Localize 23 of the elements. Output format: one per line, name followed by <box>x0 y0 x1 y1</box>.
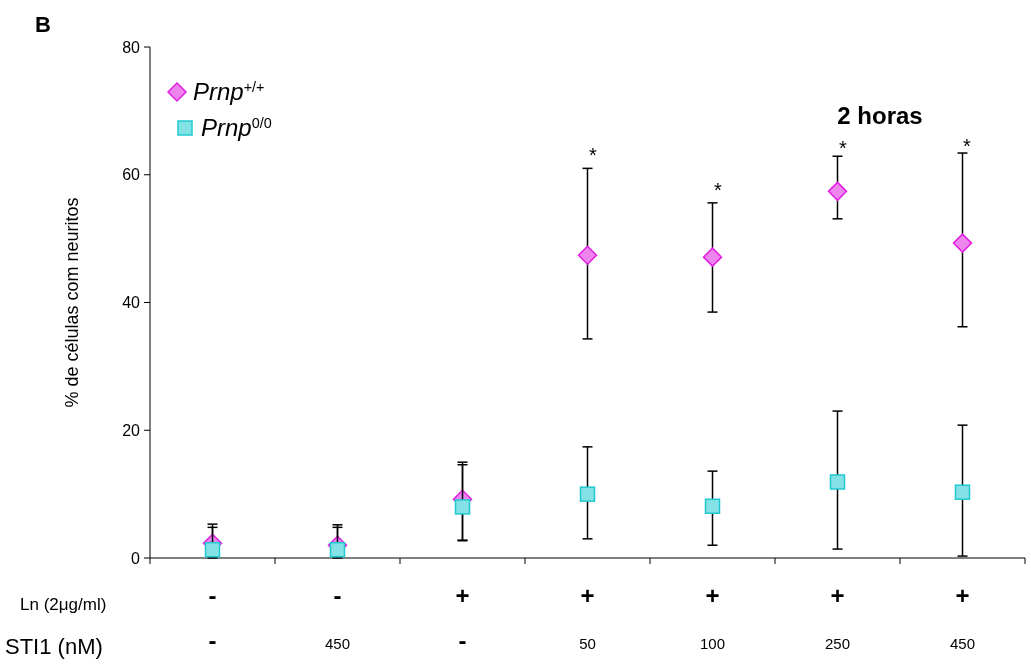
x-tick-label: + 100 <box>699 582 726 652</box>
x-tick-label: + - <box>455 582 470 654</box>
annotation: * <box>839 137 848 159</box>
x-tick-label: - 450 <box>324 582 351 652</box>
text: STI1 (nM) <box>5 633 103 659</box>
y-tick-label: 60 <box>122 166 141 184</box>
legend-label: Prnp$^{0/0}$ <box>201 114 272 142</box>
y-tick-label: 80 <box>122 38 141 56</box>
y-tick-label: 0 <box>131 549 141 567</box>
text: Ln (2μg/ml) <box>20 594 107 614</box>
x-tick-label: + 450 <box>949 582 976 652</box>
annotation: * <box>714 179 723 201</box>
annotation: * <box>963 135 972 157</box>
y-axis-title: % de células com neuritos <box>62 197 82 408</box>
annotation: 2 horas <box>837 102 923 129</box>
x-tick-label: + 250 <box>824 582 851 652</box>
text: B <box>35 12 51 37</box>
y-tick-label: 20 <box>122 421 141 439</box>
x-tick-label: - - <box>208 582 217 654</box>
annotation: * <box>589 144 598 166</box>
y-tick-label: 40 <box>122 294 141 312</box>
x-tick-label: + 50 <box>579 582 596 652</box>
legend-label: Prnp$^{+/+}$ <box>193 78 265 106</box>
